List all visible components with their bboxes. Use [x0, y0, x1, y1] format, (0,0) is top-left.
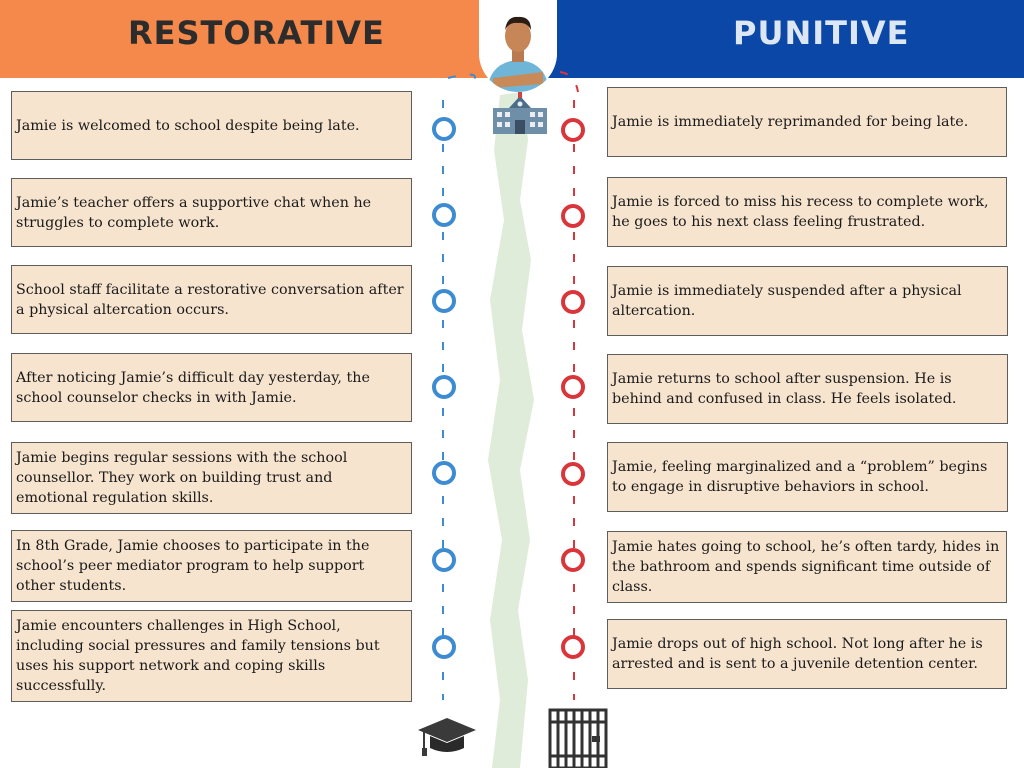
restorative-header: [0, 0, 515, 78]
restorative-step-7: Jamie encounters challenges in High Scho…: [11, 610, 412, 702]
jail-bars-icon: [548, 708, 608, 768]
green-paint-stripe: [488, 92, 534, 768]
restorative-step-5: Jamie begins regular sessions with the s…: [11, 442, 412, 514]
school-building-icon: [493, 92, 547, 134]
restorative-step-6: In 8th Grade, Jamie chooses to participa…: [11, 530, 412, 602]
punitive-dot-3: [561, 290, 585, 314]
punitive-step-2-text: Jamie is forced to miss his recess to co…: [612, 194, 989, 230]
punitive-step-5-text: Jamie, feeling marginalized and a “probl…: [612, 459, 988, 495]
punitive-step-6: Jamie hates going to school, he’s often …: [607, 531, 1007, 603]
punitive-step-4-text: Jamie returns to school after suspension…: [612, 371, 957, 407]
punitive-step-7: Jamie drops out of high school. Not long…: [607, 619, 1007, 689]
punitive-step-1: Jamie is immediately reprimanded for bei…: [607, 87, 1007, 157]
restorative-step-2: Jamie’s teacher offers a supportive chat…: [11, 178, 412, 247]
punitive-dot-7: [561, 635, 585, 659]
punitive-step-5: Jamie, feeling marginalized and a “probl…: [607, 442, 1008, 512]
restorative-dot-4: [432, 375, 456, 399]
restorative-step-4: After noticing Jamie’s difficult day yes…: [11, 353, 412, 422]
punitive-dot-4: [561, 375, 585, 399]
punitive-header: [515, 0, 1024, 78]
restorative-dot-5: [432, 461, 456, 485]
restorative-step-7-text: Jamie encounters challenges in High Scho…: [16, 618, 380, 694]
punitive-title: PUNITIVE: [733, 14, 910, 52]
restorative-step-3: School staff facilitate a restorative co…: [11, 265, 412, 334]
punitive-step-6-text: Jamie hates going to school, he’s often …: [612, 539, 1000, 595]
restorative-title: RESTORATIVE: [128, 14, 385, 52]
punitive-dashed-line: [559, 71, 579, 700]
punitive-dot-6: [561, 548, 585, 572]
restorative-step-1: Jamie is welcomed to school despite bein…: [11, 91, 412, 160]
restorative-step-4-text: After noticing Jamie’s difficult day yes…: [16, 369, 370, 406]
restorative-step-1-text: Jamie is welcomed to school despite bein…: [16, 117, 360, 134]
punitive-step-3: Jamie is immediately suspended after a p…: [607, 266, 1008, 336]
punitive-step-2: Jamie is forced to miss his recess to co…: [607, 177, 1007, 247]
graduation-cap-icon: [418, 718, 476, 756]
restorative-dot-2: [432, 203, 456, 227]
restorative-dot-1: [432, 117, 456, 141]
punitive-dot-1: [561, 118, 585, 142]
restorative-step-2-text: Jamie’s teacher offers a supportive chat…: [16, 194, 372, 231]
restorative-dot-7: [432, 635, 456, 659]
restorative-step-5-text: Jamie begins regular sessions with the s…: [16, 450, 348, 506]
punitive-step-4: Jamie returns to school after suspension…: [607, 354, 1008, 424]
punitive-dot-2: [561, 204, 585, 228]
punitive-dot-5: [561, 462, 585, 486]
punitive-step-1-text: Jamie is immediately reprimanded for bei…: [612, 114, 969, 130]
restorative-step-6-text: In 8th Grade, Jamie chooses to participa…: [16, 538, 370, 594]
restorative-dashed-line: [442, 73, 476, 700]
student-avatar: [479, 0, 557, 92]
punitive-step-7-text: Jamie drops out of high school. Not long…: [612, 636, 983, 672]
restorative-dot-3: [432, 289, 456, 313]
restorative-dot-6: [432, 548, 456, 572]
restorative-step-3-text: School staff facilitate a restorative co…: [16, 281, 404, 318]
punitive-step-3-text: Jamie is immediately suspended after a p…: [612, 283, 962, 319]
